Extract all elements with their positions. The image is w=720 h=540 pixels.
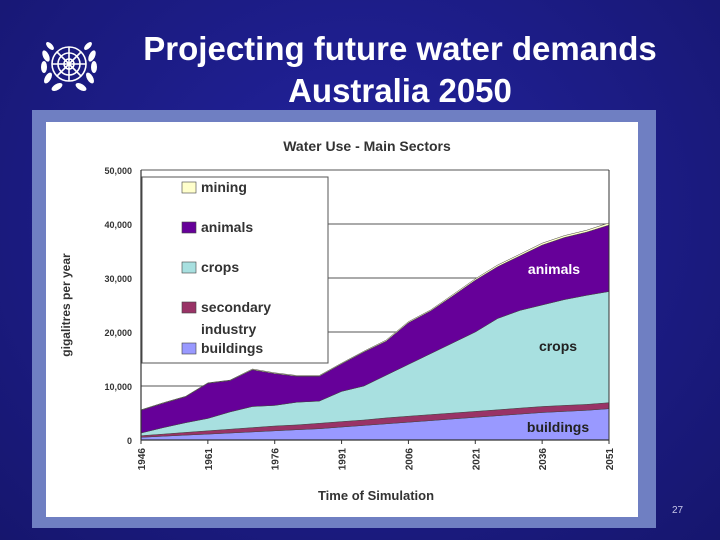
x-tick-label: 1946 (137, 448, 148, 471)
chart-panel: Water Use - Main Sectors 0 10,000 20,000 30… (46, 122, 638, 517)
x-tick-label: 2051 (605, 448, 616, 471)
slide-title: Projecting future water demands Australi… (100, 28, 700, 112)
legend-swatch (181, 301, 197, 314)
x-tick-label: 2036 (538, 448, 549, 471)
y-tick-label: 50,000 (104, 166, 132, 176)
y-tick-label: 40,000 (104, 220, 132, 230)
legend-swatch (181, 342, 197, 355)
legend-label: secondary (201, 299, 271, 315)
page-number: 27 (672, 505, 684, 516)
slide-title-line1: Projecting future water demands (143, 30, 657, 67)
legend-label: animals (201, 219, 253, 235)
x-tick-label: 2006 (404, 448, 415, 471)
annotation-buildings: buildings (527, 419, 589, 435)
y-tick-label: 10,000 (104, 382, 132, 392)
y-tick-label: 30,000 (104, 274, 132, 284)
legend-swatch (181, 221, 197, 234)
x-tick-label: 2021 (471, 448, 482, 471)
legend-swatch (181, 261, 197, 274)
x-axis-label: Time of Simulation (318, 488, 434, 503)
legend-swatch (181, 181, 197, 194)
legend-label: industry (201, 321, 256, 337)
water-use-chart: Water Use - Main Sectors 0 10,000 20,000 30… (59, 138, 616, 503)
y-tick-label: 20,000 (104, 328, 132, 338)
legend-box (141, 176, 329, 364)
y-axis-label: gigalitres per year (59, 253, 73, 357)
slide-title-line2: Australia 2050 (288, 72, 512, 109)
x-tick-label: 1991 (338, 448, 349, 471)
chart-title: Water Use - Main Sectors (283, 138, 451, 154)
annotation-animals: animals (528, 261, 580, 277)
x-tick-label: 1961 (204, 448, 215, 471)
un-logo-icon (36, 34, 102, 96)
legend-label: buildings (201, 340, 263, 356)
legend-label: mining (201, 179, 247, 195)
y-tick-label: 0 (127, 436, 132, 446)
legend-label: crops (201, 259, 239, 275)
annotation-crops: crops (539, 338, 577, 354)
x-tick-label: 1976 (271, 448, 282, 471)
